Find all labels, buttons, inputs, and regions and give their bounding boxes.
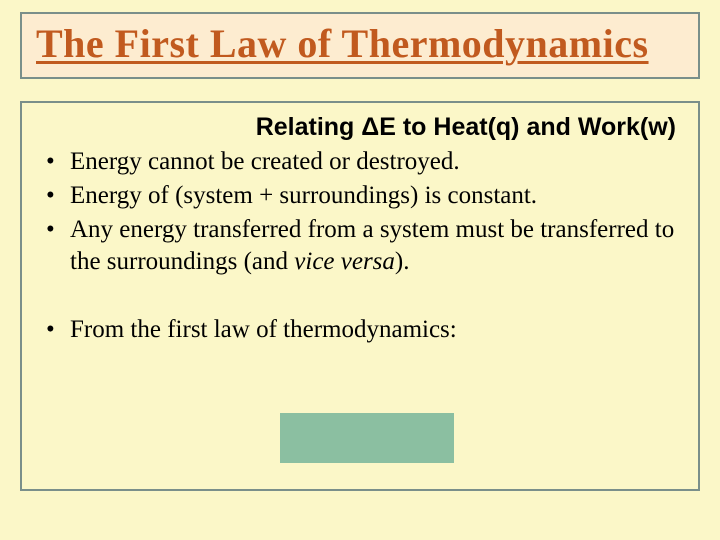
bullet-text-b: ). xyxy=(395,248,410,275)
list-item: Any energy transferred from a system mus… xyxy=(40,214,680,278)
bullet-text: Energy cannot be created or destroyed. xyxy=(70,148,460,175)
slide: The First Law of Thermodynamics Relating… xyxy=(0,0,720,540)
bullet-list-2: From the first law of thermodynamics: xyxy=(40,314,680,346)
list-item: From the first law of thermodynamics: xyxy=(40,314,680,346)
bullet-text: Energy of (system + surroundings) is con… xyxy=(70,182,537,209)
delta-symbol: Δ xyxy=(361,113,379,141)
subtitle: Relating ΔE to Heat(q) and Work(w) xyxy=(40,113,680,142)
spacer xyxy=(40,280,680,314)
title-box: The First Law of Thermodynamics xyxy=(20,12,700,79)
equation-placeholder-box xyxy=(280,413,454,463)
list-item: Energy cannot be created or destroyed. xyxy=(40,146,680,178)
subtitle-rest: E to Heat(q) and Work(w) xyxy=(379,113,676,141)
bullet-text: From the first law of thermodynamics: xyxy=(70,316,457,343)
bullet-text-italic: vice versa xyxy=(294,248,395,275)
slide-title: The First Law of Thermodynamics xyxy=(36,20,684,67)
subtitle-prefix: Relating xyxy=(256,113,362,141)
list-item: Energy of (system + surroundings) is con… xyxy=(40,180,680,212)
body-box: Relating ΔE to Heat(q) and Work(w) Energ… xyxy=(20,101,700,491)
bullet-list-1: Energy cannot be created or destroyed. E… xyxy=(40,146,680,278)
